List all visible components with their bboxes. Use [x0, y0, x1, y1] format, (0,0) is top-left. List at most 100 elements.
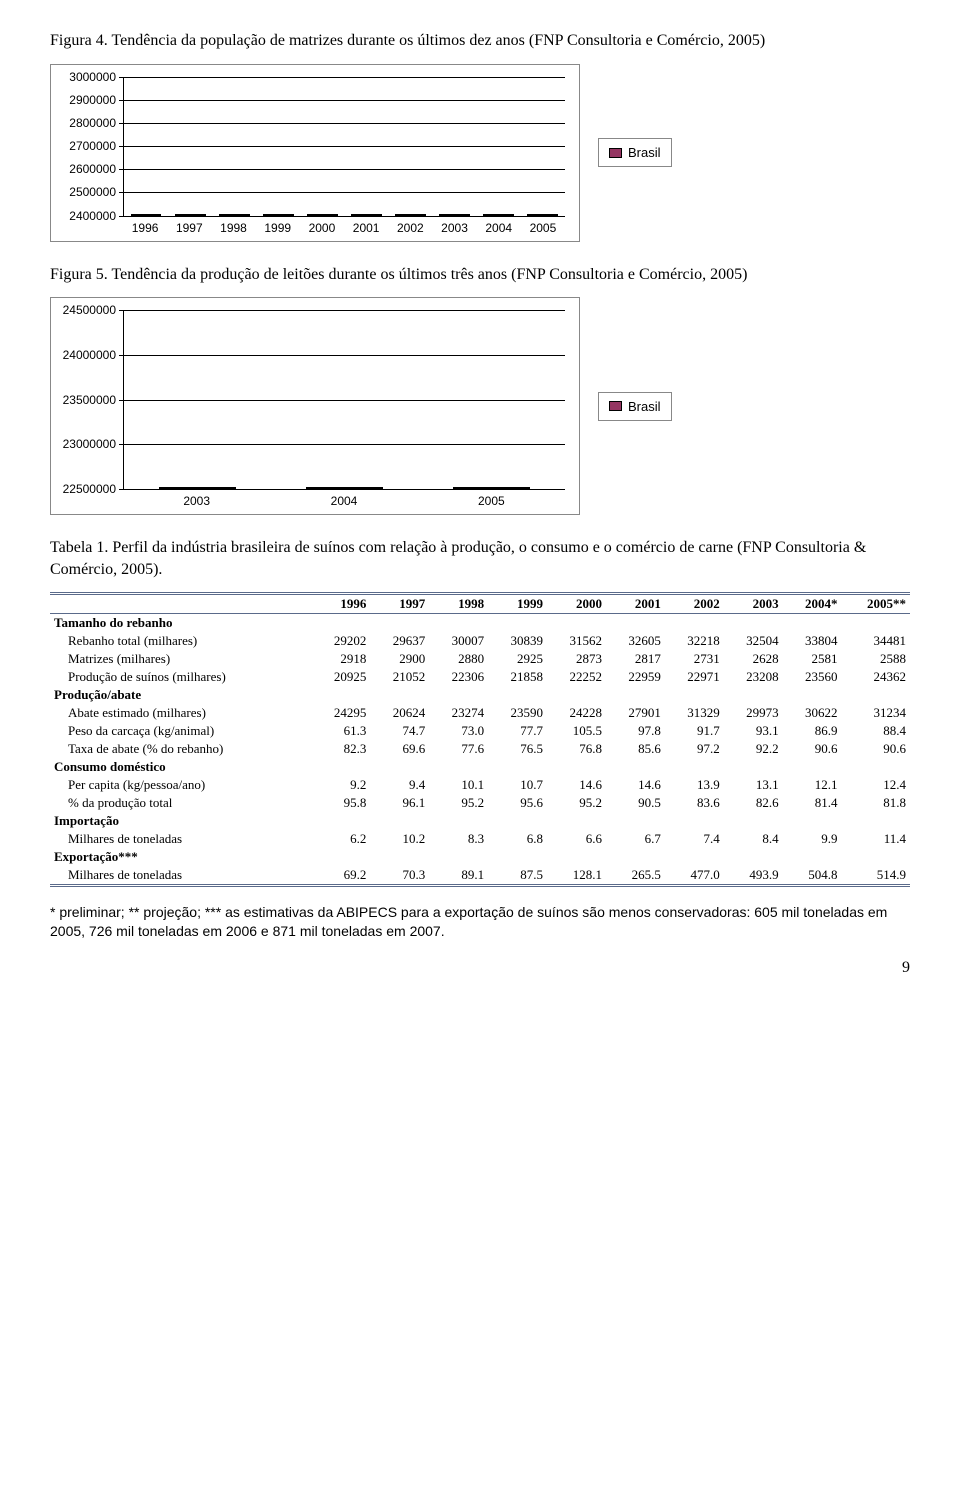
chart1-plot-area: 2400000250000026000002700000280000029000…	[123, 77, 565, 217]
bar	[306, 487, 382, 489]
chart1-legend: Brasil	[598, 138, 672, 167]
table-cell: 76.5	[488, 740, 547, 758]
table-row: Milhares de toneladas69.270.389.187.5128…	[50, 866, 910, 886]
y-tick	[119, 123, 124, 124]
table-cell: 24228	[547, 704, 606, 722]
gridline	[124, 169, 565, 170]
y-tick-label: 2700000	[69, 139, 116, 153]
x-tick-label: 2000	[300, 217, 344, 235]
table-cell: 82.3	[311, 740, 370, 758]
table-cell: 504.8	[783, 866, 842, 886]
table-cell: 14.6	[606, 776, 665, 794]
table-cell: 24362	[842, 668, 911, 686]
table-cell: 32218	[665, 632, 724, 650]
x-tick-label: 2004	[477, 217, 521, 235]
table-col-header: 2005**	[842, 594, 911, 614]
figure4-caption: Figura 4. Tendência da população de matr…	[50, 30, 910, 52]
table-corner	[50, 594, 311, 614]
bar-column	[418, 487, 565, 489]
table-cell: 95.2	[429, 794, 488, 812]
table-cell: 20624	[370, 704, 429, 722]
table-cell: 6.6	[547, 830, 606, 848]
gridline	[124, 77, 565, 78]
table-cell: 95.6	[488, 794, 547, 812]
bar-column	[477, 214, 521, 216]
data-table: 199619971998199920002001200220032004*200…	[50, 592, 910, 887]
gridline	[124, 489, 565, 490]
table-cell: 81.8	[842, 794, 911, 812]
table-row-label: Milhares de toneladas	[50, 866, 311, 886]
table-section-label: Importação	[50, 812, 910, 830]
table-cell: 27901	[606, 704, 665, 722]
table-cell: 2588	[842, 650, 911, 668]
table-cell: 6.2	[311, 830, 370, 848]
table-cell: 14.6	[547, 776, 606, 794]
table-row-label: Abate estimado (milhares)	[50, 704, 311, 722]
table-cell: 2900	[370, 650, 429, 668]
legend-label: Brasil	[628, 399, 661, 414]
table-cell: 88.4	[842, 722, 911, 740]
table-section-label: Consumo doméstico	[50, 758, 910, 776]
table-cell: 90.5	[606, 794, 665, 812]
table-cell: 23560	[783, 668, 842, 686]
table-cell: 20925	[311, 668, 370, 686]
table-row-label: Taxa de abate (% do rebanho)	[50, 740, 311, 758]
table-cell: 13.1	[724, 776, 783, 794]
table-cell: 31562	[547, 632, 606, 650]
bar	[453, 487, 529, 489]
x-tick-label: 2002	[388, 217, 432, 235]
bar-column	[433, 214, 477, 216]
table-cell: 97.8	[606, 722, 665, 740]
x-tick-label: 2004	[270, 490, 417, 508]
table-col-header: 2001	[606, 594, 665, 614]
table-cell: 90.6	[783, 740, 842, 758]
y-tick	[119, 216, 124, 217]
table-col-header: 1997	[370, 594, 429, 614]
table-cell: 22306	[429, 668, 488, 686]
y-tick-label: 2500000	[69, 185, 116, 199]
bar-column	[389, 214, 433, 216]
table-cell: 10.1	[429, 776, 488, 794]
table-cell: 8.4	[724, 830, 783, 848]
chart2-x-labels: 200320042005	[123, 490, 565, 508]
table-cell: 87.5	[488, 866, 547, 886]
table-cell: 86.9	[783, 722, 842, 740]
bar	[307, 214, 338, 216]
gridline	[124, 444, 565, 445]
table-row: Matrizes (milhares)291829002880292528732…	[50, 650, 910, 668]
table-cell: 477.0	[665, 866, 724, 886]
table-cell: 77.7	[488, 722, 547, 740]
table-cell: 8.3	[429, 830, 488, 848]
bar	[175, 214, 206, 216]
table-col-header: 1999	[488, 594, 547, 614]
bar-column	[256, 214, 300, 216]
table-cell: 105.5	[547, 722, 606, 740]
gridline	[124, 400, 565, 401]
x-tick-label: 2005	[521, 217, 565, 235]
chart1: 2400000250000026000002700000280000029000…	[50, 64, 580, 242]
table-cell: 12.1	[783, 776, 842, 794]
bar-column	[300, 214, 344, 216]
table-cell: 81.4	[783, 794, 842, 812]
table-cell: 10.7	[488, 776, 547, 794]
table-cell: 96.1	[370, 794, 429, 812]
gridline	[124, 355, 565, 356]
y-tick	[119, 444, 124, 445]
table-cell: 69.2	[311, 866, 370, 886]
figure4-chart: 2400000250000026000002700000280000029000…	[50, 64, 910, 242]
bar	[439, 214, 470, 216]
bar	[527, 214, 558, 216]
y-tick	[119, 355, 124, 356]
table-cell: 2817	[606, 650, 665, 668]
y-tick	[119, 146, 124, 147]
table-col-header: 2004*	[783, 594, 842, 614]
bar-column	[168, 214, 212, 216]
table-row: Produção de suínos (milhares)20925210522…	[50, 668, 910, 686]
table-cell: 12.4	[842, 776, 911, 794]
bar-column	[271, 487, 418, 489]
y-tick-label: 2600000	[69, 162, 116, 176]
table-cell: 30622	[783, 704, 842, 722]
y-tick-label: 22500000	[63, 482, 116, 496]
bar	[483, 214, 514, 216]
y-tick	[119, 400, 124, 401]
